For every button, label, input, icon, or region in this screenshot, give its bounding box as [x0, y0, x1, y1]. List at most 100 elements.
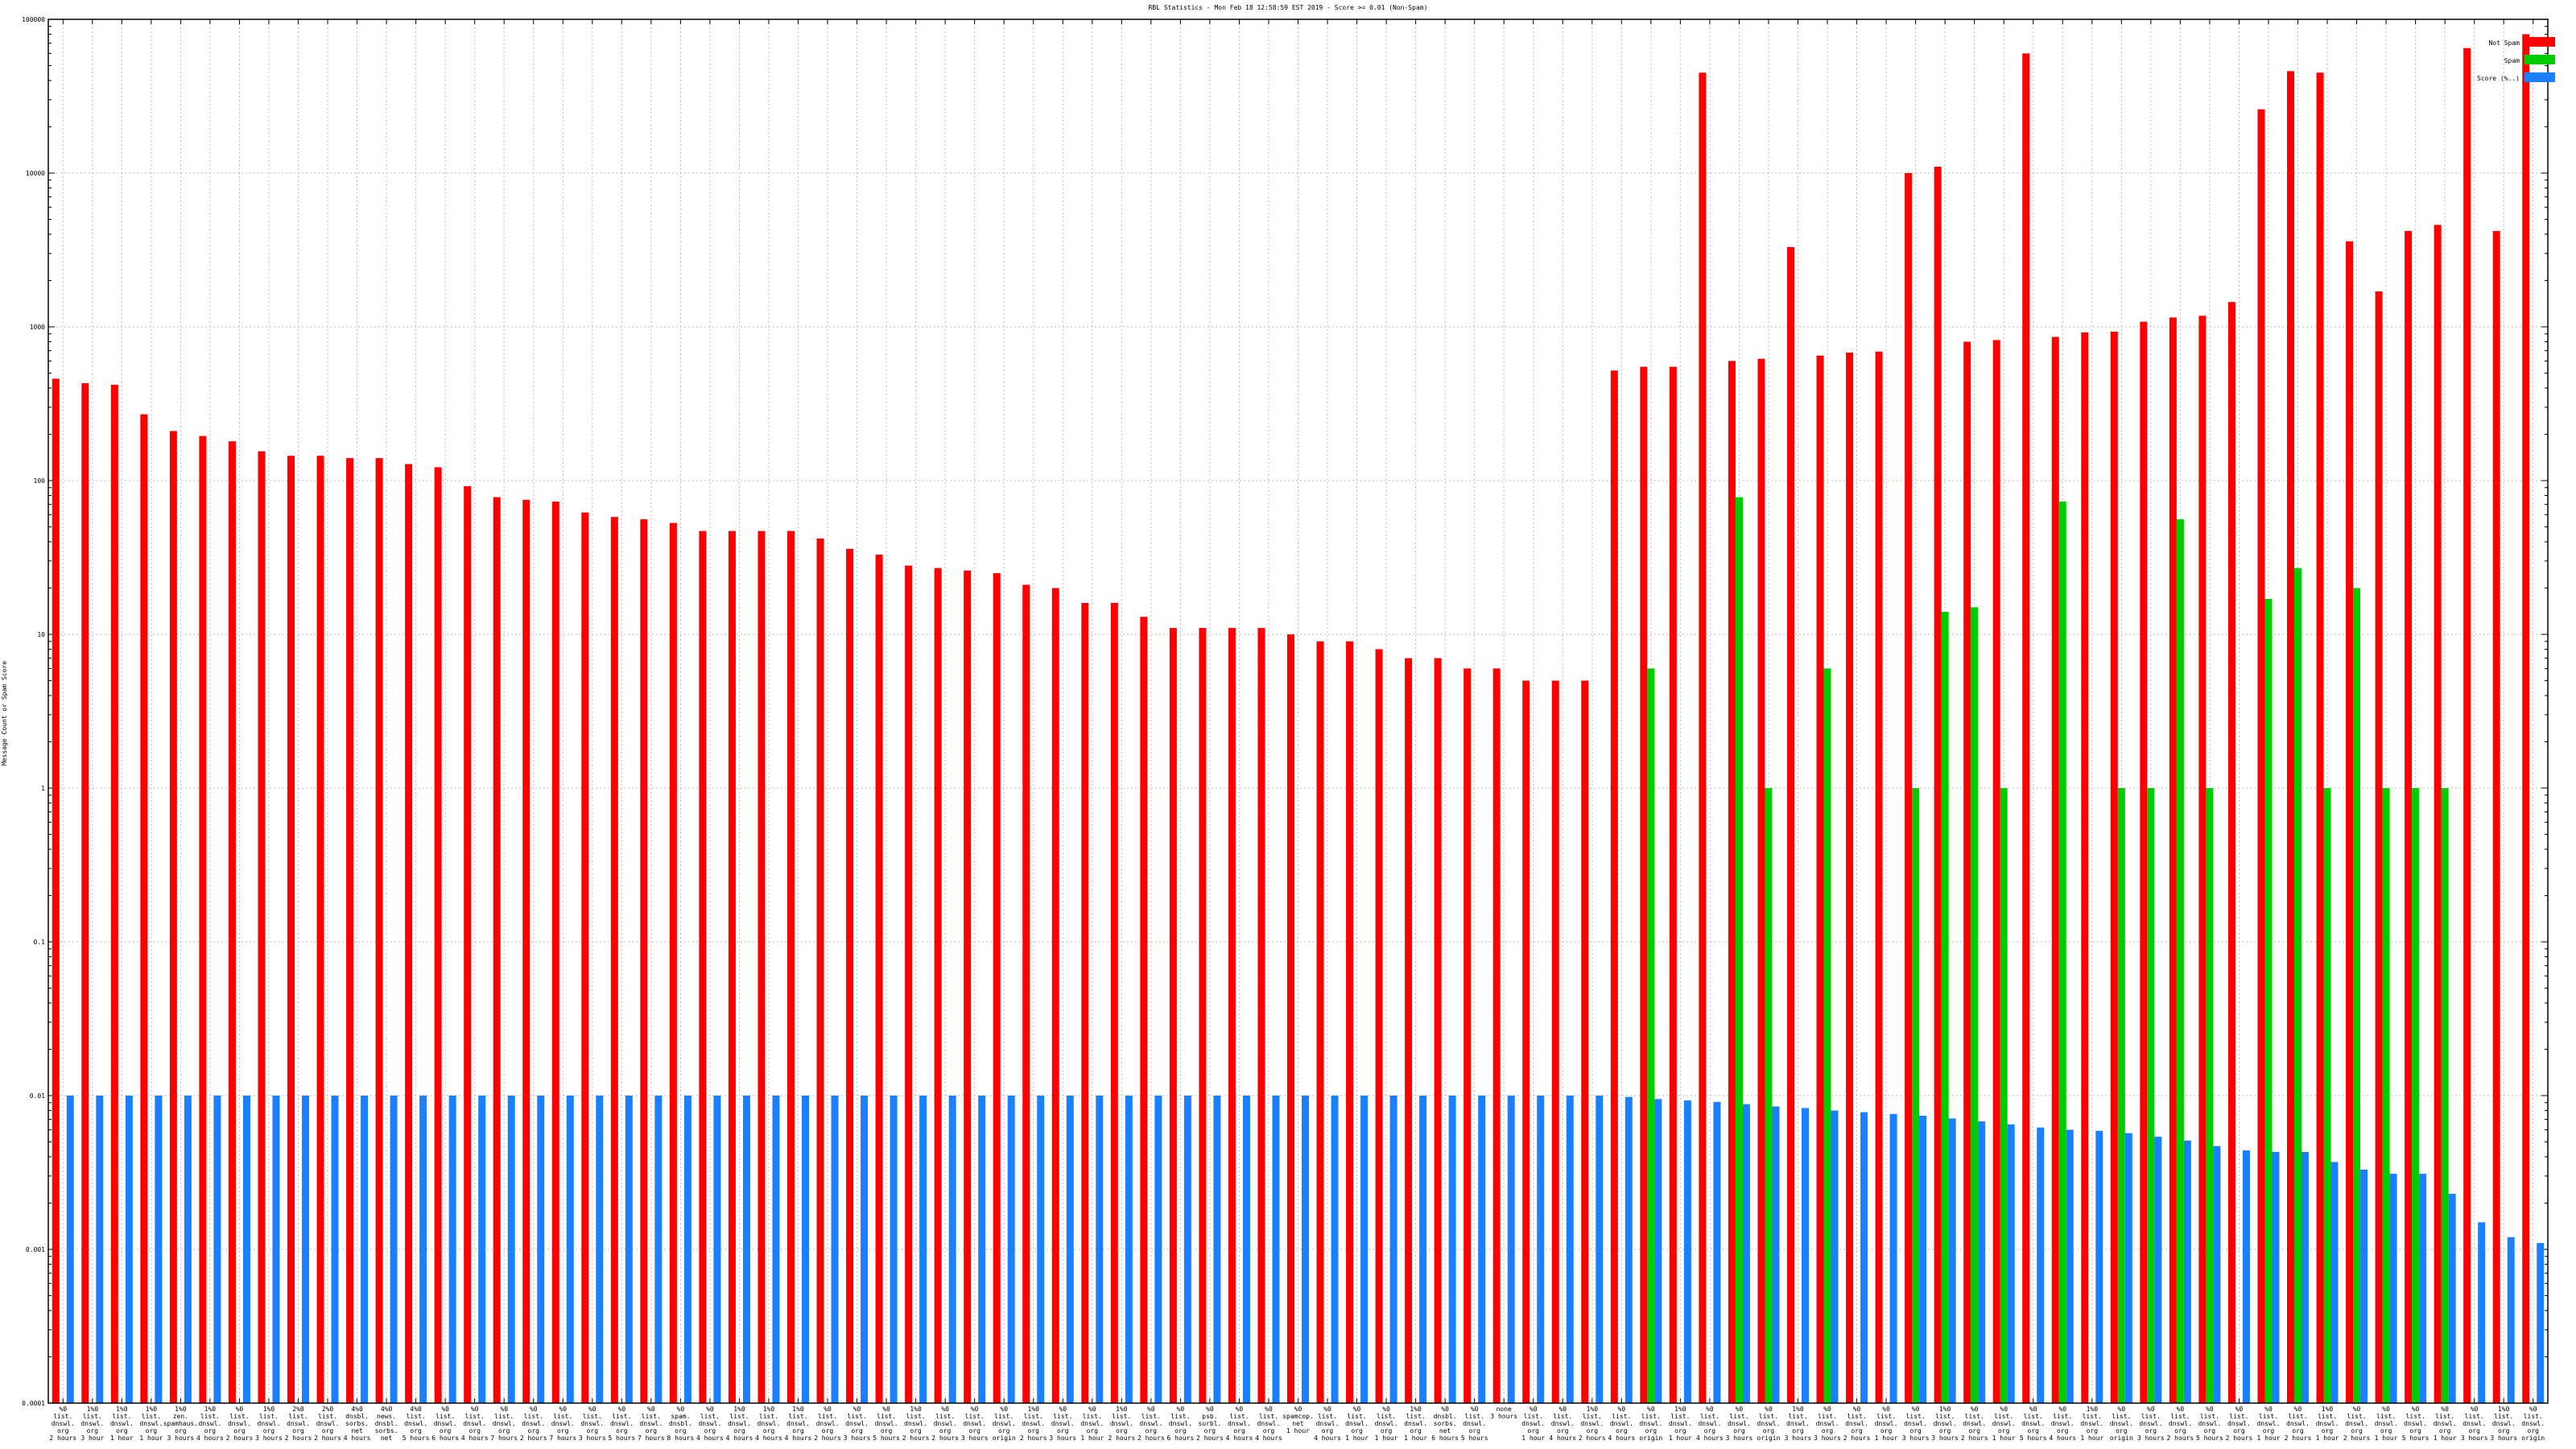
bar-not-spam — [1934, 167, 1942, 1403]
bar-score — [1037, 1096, 1045, 1403]
y-tick-label: 0.1 — [34, 939, 46, 946]
x-category-label: 1%0 list. dnswl. org 1 hour — [2080, 1406, 2103, 1442]
bar-score — [802, 1096, 809, 1403]
x-category-label: %0 list. dnswl. org 4 hours — [1608, 1406, 1635, 1442]
bar-not-spam — [758, 530, 766, 1403]
x-category-label: %0 list. dnswl. org 4 hours — [1314, 1406, 1341, 1442]
bar-score — [1389, 1096, 1397, 1403]
x-category-label: 1%0 list. dnswl. org 2 hours — [902, 1406, 930, 1442]
bar-not-spam — [2522, 34, 2530, 1404]
bar-spam — [2176, 519, 2184, 1403]
bar-not-spam — [581, 512, 589, 1403]
bar-not-spam — [1346, 641, 1354, 1403]
x-category-label: 1%0 list. dnswl. org 3 hours — [1931, 1406, 1959, 1442]
x-category-label: %0 list. dnswl. org 2 hours — [2226, 1406, 2253, 1442]
bar-score — [2242, 1150, 2250, 1403]
bar-score — [1360, 1096, 1368, 1403]
bar-spam — [1765, 788, 1773, 1403]
bar-not-spam — [1492, 668, 1501, 1403]
x-category-label: %0 list. dnswl. org 2 hours — [814, 1406, 841, 1442]
bar-score — [2272, 1152, 2280, 1403]
bar-not-spam — [110, 384, 118, 1404]
bar-score — [1948, 1118, 1956, 1403]
x-category-label: 4%0 news. dnsbl. sorbs. net — [375, 1406, 398, 1442]
bar-not-spam — [1699, 72, 1707, 1403]
bar-spam — [1647, 668, 1655, 1403]
bar-score — [713, 1096, 721, 1403]
bar-score — [2066, 1129, 2074, 1403]
bar-spam — [2412, 788, 2420, 1403]
x-category-label: 1%0 list. dnswl. org 4 hours — [726, 1406, 753, 1442]
y-tick-label: 10000 — [26, 170, 45, 177]
x-category-label: 1%0 list. dnswl. org 4 hours — [196, 1406, 224, 1442]
x-category-label: none 3 hours — [1490, 1406, 1517, 1420]
bar-score — [302, 1096, 309, 1403]
bar-score — [2507, 1236, 2515, 1403]
x-category-label: 1%0 list. dnswl. org 3 hours — [2490, 1406, 2517, 1442]
x-category-label: %0 list. dnswl. org 1 hour — [1375, 1406, 1398, 1442]
bar-score — [596, 1096, 604, 1403]
bar-score — [1302, 1096, 1309, 1403]
bar-score — [890, 1096, 898, 1403]
bar-score — [2301, 1152, 2309, 1403]
x-category-label: 1%0 list. dnswl. org 3 hours — [255, 1406, 283, 1442]
bar-not-spam — [846, 548, 854, 1403]
bar-not-spam — [1551, 680, 1559, 1403]
bar-not-spam — [875, 554, 883, 1403]
bar-not-spam — [464, 485, 472, 1403]
bar-score — [978, 1096, 986, 1403]
bar-not-spam — [1110, 603, 1118, 1403]
bar-score — [1537, 1096, 1545, 1403]
bar-not-spam — [522, 499, 530, 1403]
bar-not-spam — [405, 464, 413, 1403]
bar-score — [1713, 1101, 1721, 1403]
bar-not-spam — [1434, 658, 1442, 1403]
x-category-label: 2%0 list. dnswl. org 2 hours — [314, 1406, 341, 1442]
bar-spam — [1912, 788, 1920, 1403]
bar-not-spam — [258, 451, 266, 1403]
bar-not-spam — [228, 441, 236, 1404]
bar-not-spam — [2169, 317, 2177, 1403]
bar-not-spam — [434, 467, 442, 1403]
bar-score — [331, 1096, 339, 1403]
bar-score — [2448, 1193, 2456, 1403]
y-tick-label: 100 — [34, 477, 46, 485]
bar-not-spam — [199, 436, 207, 1403]
bar-not-spam — [1816, 355, 1824, 1404]
bar-not-spam — [2434, 225, 2442, 1403]
bar-spam — [2117, 788, 2125, 1403]
bar-score — [1919, 1115, 1927, 1403]
bar-score — [125, 1096, 133, 1403]
bar-score — [1507, 1096, 1515, 1403]
x-category-label: %0 list. dnswl. org 5 hours — [2020, 1406, 2047, 1442]
bar-score — [1478, 1096, 1486, 1403]
bar-not-spam — [2287, 71, 2294, 1404]
y-tick-label: 10 — [37, 631, 45, 638]
bar-not-spam — [1257, 628, 1265, 1403]
x-category-label: %0 list. dnswl. org origin — [1639, 1406, 1662, 1442]
bar-score — [1683, 1100, 1691, 1403]
x-category-label: %0 list. dnswl. org 4 hours — [1255, 1406, 1282, 1442]
bar-not-spam — [1051, 588, 1059, 1403]
bar-score — [1448, 1096, 1456, 1403]
legend-label: Spam — [2504, 57, 2520, 64]
bar-score — [1096, 1096, 1104, 1403]
bar-spam — [2000, 788, 2008, 1403]
x-category-label: %0 dnsbl. sorbs. net 6 hours — [1431, 1406, 1459, 1442]
x-category-label: %0 list. dnswl. org origin — [993, 1406, 1016, 1442]
bar-score — [361, 1096, 369, 1403]
legend-swatch — [2524, 72, 2555, 82]
y-tick-label: 100000 — [22, 16, 45, 23]
bar-not-spam — [905, 565, 913, 1404]
bar-score — [1007, 1096, 1015, 1403]
bar-not-spam — [816, 538, 824, 1403]
legend-label: Not Spam — [2488, 39, 2520, 47]
bar-not-spam — [1992, 340, 2000, 1403]
bar-not-spam — [993, 572, 1001, 1404]
bar-score — [683, 1096, 691, 1403]
bar-score — [1860, 1112, 1868, 1403]
bar-not-spam — [375, 458, 383, 1403]
bar-score — [1183, 1096, 1191, 1403]
x-category-label: %0 list. dnswl. org origin — [2110, 1406, 2133, 1442]
